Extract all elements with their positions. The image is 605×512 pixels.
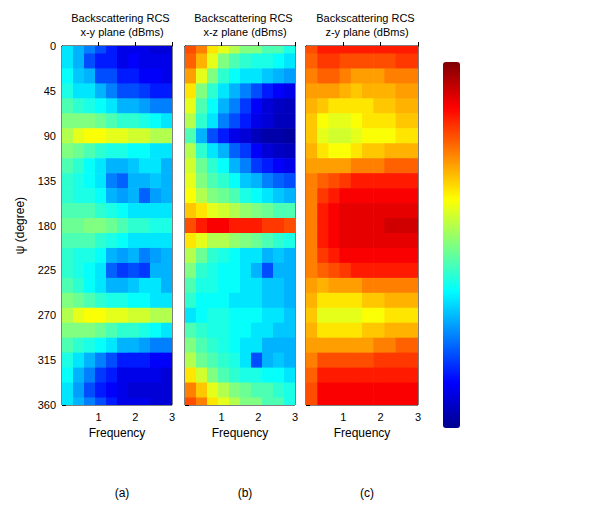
svg-text:1: 1	[340, 411, 346, 423]
svg-text:x-y plane (dBms): x-y plane (dBms)	[80, 26, 163, 38]
svg-text:0: 0	[50, 40, 56, 52]
svg-text:1: 1	[219, 411, 225, 423]
svg-text:45: 45	[44, 85, 56, 97]
svg-text:x-z plane (dBms): x-z plane (dBms)	[203, 26, 286, 38]
svg-text:135: 135	[38, 175, 56, 187]
svg-text:360: 360	[38, 399, 56, 411]
svg-text:3: 3	[292, 411, 298, 423]
svg-text:z-y plane (dBms): z-y plane (dBms)	[325, 26, 408, 38]
svg-text:90: 90	[44, 130, 56, 142]
svg-text:ψ (degree): ψ (degree)	[13, 197, 27, 254]
svg-text:Backscattering RCS: Backscattering RCS	[194, 12, 295, 24]
svg-text:315: 315	[38, 354, 56, 366]
svg-text:Frequency: Frequency	[89, 426, 146, 440]
svg-text:225: 225	[38, 264, 56, 276]
svg-text:2: 2	[132, 411, 138, 423]
svg-text:1: 1	[96, 411, 102, 423]
svg-text:3: 3	[169, 411, 175, 423]
svg-text:(c): (c)	[360, 486, 374, 500]
svg-text:Frequency: Frequency	[334, 426, 391, 440]
svg-text:2: 2	[378, 411, 384, 423]
svg-text:Backscattering RCS: Backscattering RCS	[71, 12, 172, 24]
svg-text:(b): (b)	[238, 486, 253, 500]
svg-text:Frequency: Frequency	[212, 426, 269, 440]
svg-text:Backscattering RCS: Backscattering RCS	[316, 12, 417, 24]
svg-text:3: 3	[415, 411, 421, 423]
svg-text:(a): (a)	[115, 486, 130, 500]
svg-text:180: 180	[38, 220, 56, 232]
svg-text:270: 270	[38, 309, 56, 321]
svg-text:2: 2	[255, 411, 261, 423]
